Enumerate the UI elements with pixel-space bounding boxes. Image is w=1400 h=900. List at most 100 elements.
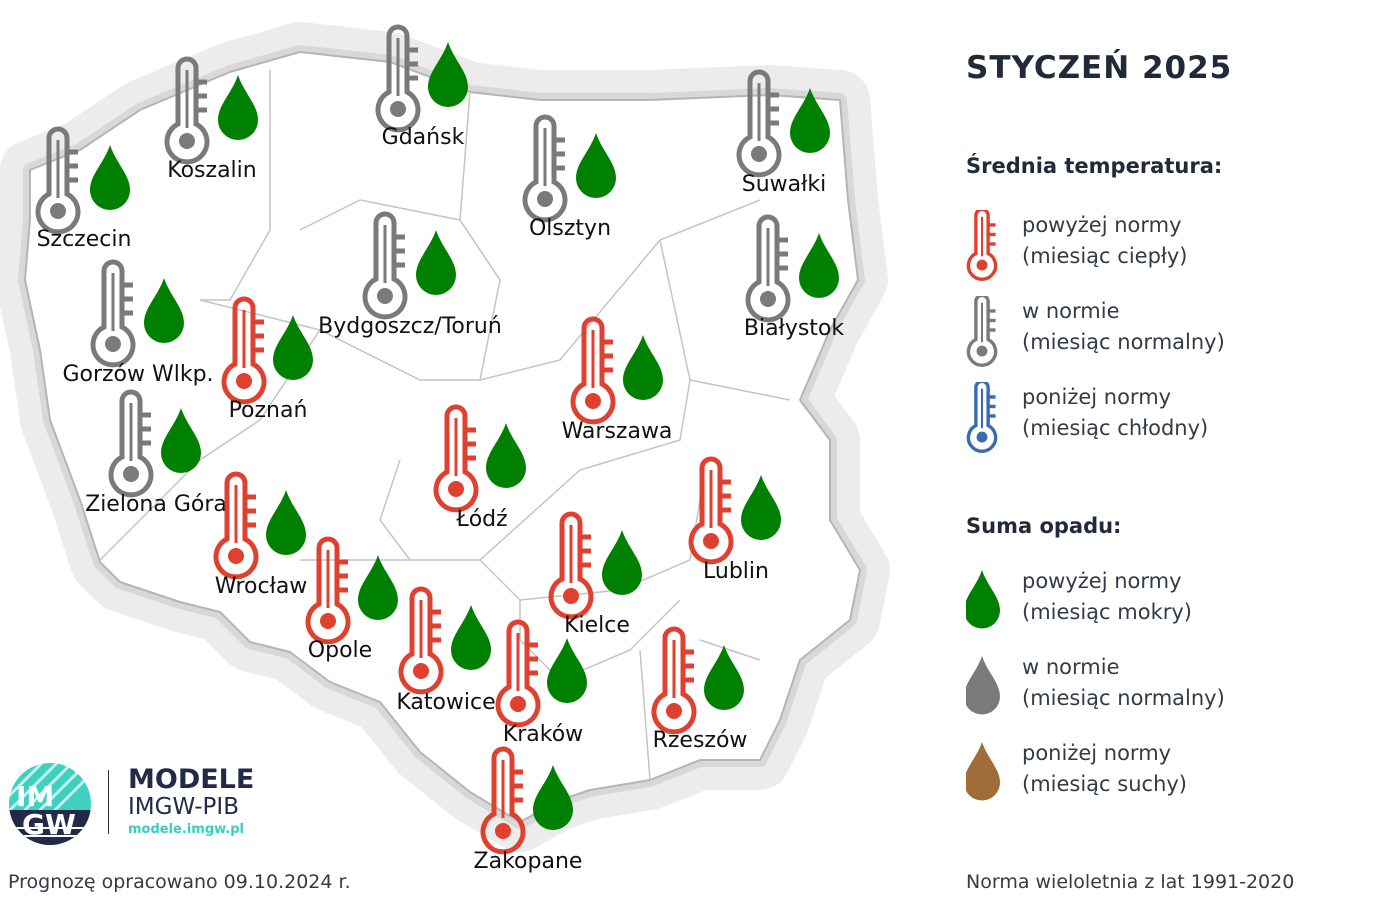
drop-icon <box>966 656 1001 715</box>
legend-sublabel: (miesiąc normalny) <box>1022 330 1225 354</box>
city-label: Kielce <box>564 613 630 638</box>
thermometer-icon <box>966 210 998 281</box>
city-label: Warszawa <box>562 419 673 444</box>
forecast-date: Prognozę opracowano 09.10.2024 r. <box>8 871 351 893</box>
thermometer-icon <box>570 316 616 425</box>
city-marker: Łódź <box>433 404 526 532</box>
precip-legend-heading: Suma opadu: <box>966 514 1122 538</box>
thermometer-icon <box>164 56 210 165</box>
drop-icon <box>358 555 398 620</box>
legend-label: w normie <box>1022 655 1120 679</box>
city-label: Olsztyn <box>529 216 611 241</box>
city-marker: Olsztyn <box>522 114 616 241</box>
imgw-logo: IM GW MODELE IMGW-PIB modele.imgw.pl <box>8 760 268 850</box>
city-label: Bydgoszcz/Toruń <box>318 314 502 339</box>
thermometer-icon <box>35 126 81 235</box>
legend-sublabel: (miesiąc mokry) <box>1022 600 1192 624</box>
city-marker: Bydgoszcz/Toruń <box>318 211 502 339</box>
drop-icon <box>486 423 526 488</box>
city-label: Gdańsk <box>382 125 465 150</box>
drop-icon <box>623 335 663 400</box>
city-marker: Warszawa <box>562 316 673 444</box>
logo-title: MODELE <box>128 764 255 795</box>
logo-subtitle: IMGW-PIB <box>128 794 239 820</box>
legend-sublabel: (miesiąc normalny) <box>1022 686 1225 710</box>
city-marker: Zakopane <box>474 746 583 874</box>
city-marker: Szczecin <box>35 126 131 252</box>
city-label: Poznań <box>229 398 308 423</box>
city-label: Kraków <box>503 722 583 747</box>
logo-url[interactable]: modele.imgw.pl <box>128 822 244 837</box>
svg-text:IM: IM <box>16 780 54 813</box>
thermometer-icon <box>221 296 267 405</box>
city-marker: Opole <box>305 536 398 663</box>
legend-sublabel: (miesiąc chłodny) <box>1022 416 1209 440</box>
city-marker: Kraków <box>495 619 587 747</box>
city-marker: Rzeszów <box>651 626 748 753</box>
city-label: Opole <box>308 638 372 663</box>
city-marker: Wrocław <box>213 471 308 599</box>
drop-icon <box>704 645 744 710</box>
drop-icon <box>428 42 468 107</box>
map-title: STYCZEŃ 2025 <box>966 50 1233 86</box>
city-marker: Kielce <box>548 511 642 638</box>
city-label: Zielona Góra <box>85 492 227 517</box>
city-label: Rzeszów <box>653 728 748 753</box>
thermometer-icon <box>745 214 791 323</box>
thermometer-icon <box>90 259 136 368</box>
temperature-legend-heading: Średnia temperatura: <box>966 154 1223 178</box>
legend-label: poniżej normy <box>1022 741 1172 765</box>
thermometer-icon <box>433 404 479 513</box>
drop-icon <box>533 765 573 830</box>
city-label: Białystok <box>744 316 845 341</box>
drop-icon <box>144 278 184 343</box>
thermometer-icon <box>688 456 734 565</box>
drop-icon <box>966 570 1001 629</box>
poland-map: Szczecin Koszalin Gdańsk Olsztyn Suwałki… <box>0 22 890 874</box>
thermometer-icon <box>522 114 568 223</box>
thermometer-icon <box>548 511 594 620</box>
legend-label: powyżej normy <box>1022 213 1182 237</box>
thermometer-icon <box>480 746 526 855</box>
city-label: Katowice <box>396 690 495 715</box>
city-label: Gorzów Wlkp. <box>62 362 213 387</box>
city-label: Koszalin <box>167 158 256 183</box>
thermometer-icon <box>966 296 998 367</box>
legend-item-above: powyżej normy (miesiąc mokry) <box>966 566 1386 636</box>
thermometer-icon <box>736 69 782 178</box>
thermometer-icon <box>966 382 998 453</box>
thermometer-icon <box>651 626 697 735</box>
city-marker: Katowice <box>396 586 496 715</box>
legend-label: powyżej normy <box>1022 569 1182 593</box>
drop-icon <box>602 530 642 595</box>
legend-item-above: powyżej normy (miesiąc ciepły) <box>966 210 1386 281</box>
legend-sublabel: (miesiąc suchy) <box>1022 772 1187 796</box>
drop-icon <box>266 490 306 555</box>
drop-icon <box>416 230 456 295</box>
city-label: Zakopane <box>474 849 583 874</box>
legend-item-below: poniżej normy (miesiąc suchy) <box>966 738 1386 808</box>
drop-icon <box>161 408 201 473</box>
city-marker: Poznań <box>221 296 313 423</box>
legend-label: poniżej normy <box>1022 385 1172 409</box>
city-label: Suwałki <box>742 172 827 197</box>
thermometer-icon <box>305 536 351 645</box>
drop-icon <box>451 605 491 670</box>
imgw-emblem: IM GW <box>9 763 91 845</box>
drop-icon <box>576 133 616 198</box>
thermometer-icon <box>362 211 408 320</box>
city-marker: Lublin <box>688 456 781 584</box>
city-label: Wrocław <box>215 574 308 599</box>
drop-icon <box>790 88 830 153</box>
thermometer-icon <box>375 24 421 133</box>
drop-icon <box>799 233 839 298</box>
city-markers: Szczecin Koszalin Gdańsk Olsztyn Suwałki… <box>35 24 845 874</box>
thermometer-icon <box>495 619 541 728</box>
city-label: Lublin <box>703 559 769 584</box>
svg-text:GW: GW <box>22 808 76 841</box>
drop-icon <box>273 315 313 380</box>
logo-divider <box>108 770 109 834</box>
legend-item-normal: w normie (miesiąc normalny) <box>966 296 1386 367</box>
legend-item-normal: w normie (miesiąc normalny) <box>966 652 1386 722</box>
city-marker: Białystok <box>744 214 845 341</box>
